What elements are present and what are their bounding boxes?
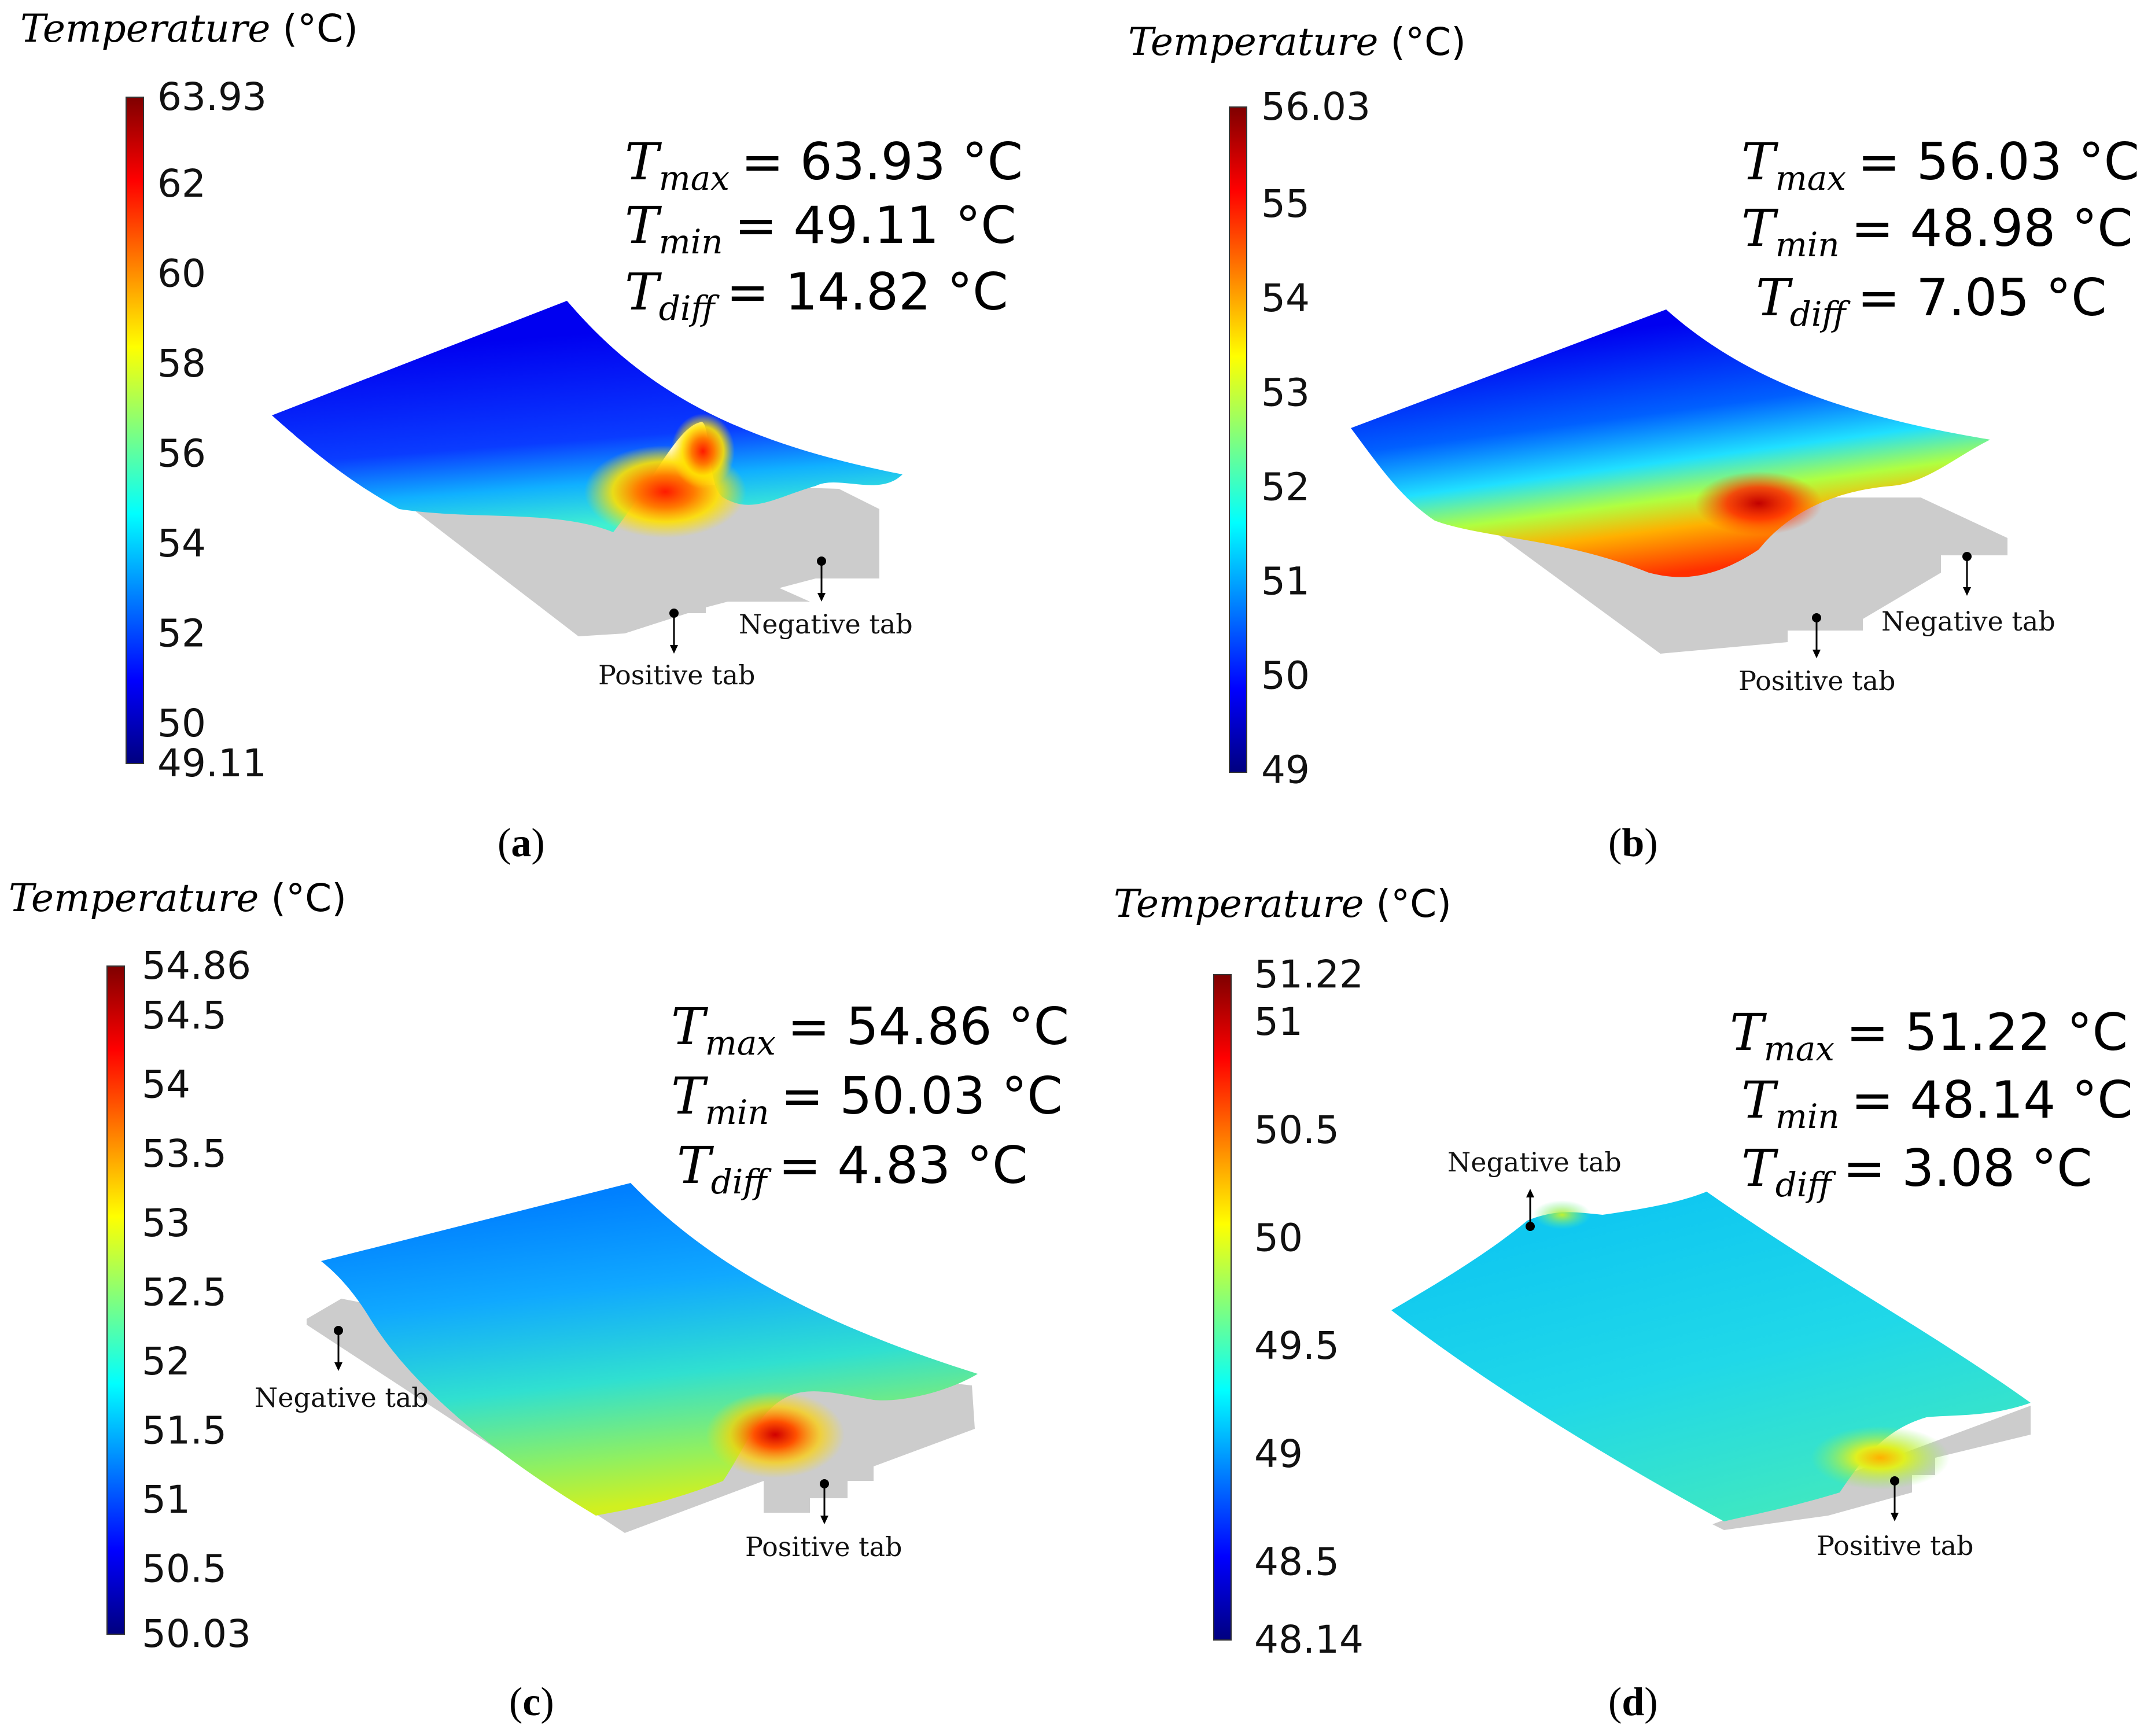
colorbar-c-scale (106, 965, 125, 1635)
negative-tab-marker-a (817, 556, 826, 602)
colorbar-b: Temperature (°C) 49 50 51 52 53 54 55 56.03 (1128, 20, 1466, 793)
colorbar-d-tick: 51 (1254, 1000, 1303, 1044)
surface-b-hotspot (1695, 471, 1822, 535)
colorbar-b-tick: 50 (1261, 654, 1310, 698)
stats-b: Tmax = 56.03 °C Tmin = 48.98 °C Tdiff = 7.0… (1741, 132, 2139, 334)
tdiff-b: Tdiff = 7.05 °C (1756, 268, 2107, 334)
caption-d: (d) (1608, 1680, 1658, 1724)
colorbar-c-tick: 52 (142, 1339, 190, 1384)
colorbar-d-tick: 49.5 (1254, 1324, 1339, 1368)
tmax-b: Tmax = 56.03 °C (1741, 132, 2139, 198)
colorbar-b-scale (1229, 106, 1247, 773)
tmax-c: Tmax = 54.86 °C (671, 997, 1069, 1063)
colorbar-c-tick: 50.5 (142, 1547, 227, 1591)
colorbar-a-scale (126, 97, 144, 764)
colorbar-a-title: Temperature (°C) (20, 6, 358, 51)
tmin-c: Tmin = 50.03 °C (671, 1066, 1063, 1132)
negative-tab-marker-b (1962, 552, 1972, 596)
surface-a (272, 301, 902, 532)
surface-a-peak (671, 414, 735, 489)
tmax-d: Tmax = 51.22 °C (1730, 1002, 2128, 1068)
colorbar-b-tick: 52 (1261, 465, 1310, 509)
tdiff-c: Tdiff = 4.83 °C (677, 1136, 1028, 1201)
panel-b: Temperature (°C) 49 50 51 52 53 54 55 56.03 Neg… (1128, 20, 2139, 865)
colorbar-c-tick: 54.5 (142, 993, 227, 1038)
caption-b: (b) (1608, 821, 1658, 865)
colorbar-c-tick: 54.86 (142, 943, 251, 988)
caption-c: (c) (509, 1680, 554, 1724)
colorbar-d-tick: 51.22 (1254, 952, 1364, 997)
negative-tab-label-c: Negative tab (255, 1382, 429, 1413)
surface-c (321, 1183, 978, 1516)
positive-tab-label-b: Positive tab (1738, 665, 1896, 696)
colorbar-a-tick: 52 (157, 611, 206, 655)
stats-a: Tmax = 63.93 °C Tmin = 49.11 °C Tdiff = 14.… (625, 132, 1023, 328)
negative-tab-label-a: Negative tab (739, 609, 913, 640)
positive-tab-marker-d (1890, 1476, 1899, 1521)
colorbar-a-tick: 54 (157, 521, 206, 566)
positive-tab-label-d: Positive tab (1817, 1530, 1974, 1561)
colorbar-b-tick: 55 (1261, 182, 1310, 226)
colorbar-c-title: Temperature (°C) (9, 876, 347, 920)
tmin-b: Tmin = 48.98 °C (1741, 198, 2133, 264)
colorbar-d-tick: 49 (1254, 1432, 1303, 1476)
colorbar-b-tick: 53 (1261, 370, 1310, 415)
colorbar-a-tick: 63.93 (157, 75, 267, 119)
colorbar-c-tick: 51.5 (142, 1409, 227, 1453)
stats-d: Tmax = 51.22 °C Tmin = 48.14 °C Tdiff = 3.0… (1730, 1002, 2133, 1204)
colorbar-c-tick: 50.03 (142, 1612, 251, 1656)
tmin-a: Tmin = 49.11 °C (625, 196, 1016, 261)
negative-tab-marker-d (1526, 1189, 1535, 1231)
panel-d: Temperature (°C) 48.14 48.5 49 49.5 50 50.5 51… (1114, 882, 2133, 1724)
negative-tab-label-d: Negative tab (1447, 1147, 1622, 1178)
colorbar-a-tick: 50 (157, 701, 206, 746)
colorbar-c-tick: 53 (142, 1201, 190, 1245)
tdiff-a: Tdiff = 14.82 °C (625, 262, 1008, 328)
positive-tab-label-c: Positive tab (745, 1531, 902, 1562)
colorbar-b-title: Temperature (°C) (1128, 20, 1466, 64)
colorbar-a-tick: 60 (157, 252, 206, 296)
colorbar-c-tick: 54 (142, 1063, 190, 1107)
colorbar-a-tick: 49.11 (157, 741, 267, 786)
positive-tab-marker-a (669, 609, 679, 654)
colorbar-a-tick: 58 (157, 341, 206, 386)
negative-tab-label-b: Negative tab (1881, 606, 2055, 637)
caption-a: (a) (498, 821, 545, 865)
positive-tab-marker-b (1812, 613, 1821, 658)
colorbar-b-tick: 56.03 (1261, 84, 1371, 129)
colorbar-b-tick: 51 (1261, 559, 1310, 604)
colorbar-d-tick: 48.14 (1254, 1617, 1364, 1662)
positive-tab-label-a: Positive tab (598, 659, 756, 691)
tdiff-d: Tdiff = 3.08 °C (1741, 1138, 2093, 1204)
stats-c: Tmax = 54.86 °C Tmin = 50.03 °C Tdiff = 4.8… (671, 997, 1069, 1201)
colorbar-d-tick: 48.5 (1254, 1540, 1339, 1584)
colorbar-d-title: Temperature (°C) (1114, 882, 1452, 926)
colorbar-a-tick: 62 (157, 161, 206, 206)
colorbar-a-tick: 56 (157, 431, 206, 476)
colorbar-c-tick: 51 (142, 1477, 190, 1522)
colorbar-b-tick: 49 (1261, 748, 1310, 793)
negative-tab-marker-c (334, 1326, 343, 1371)
colorbar-b-tick: 54 (1261, 276, 1310, 320)
colorbar-c: Temperature (°C) 50.03 50.5 51 51.5 52 52.5 53… (9, 876, 347, 1656)
surface-d-hotspot (1811, 1426, 1950, 1490)
colorbar-d-tick: 50.5 (1254, 1108, 1339, 1152)
tmin-d: Tmin = 48.14 °C (1741, 1070, 2133, 1136)
surface-b (1351, 309, 1990, 577)
colorbar-d-tick: 50 (1254, 1216, 1303, 1260)
colorbar-d-scale (1213, 974, 1232, 1641)
positive-tab-marker-c (820, 1479, 829, 1524)
surface-c-hotspot (706, 1391, 845, 1478)
colorbar-c-tick: 53.5 (142, 1131, 227, 1176)
panel-c: Temperature (°C) 50.03 50.5 51 51.5 52 52.5 53… (9, 876, 1069, 1724)
surface-d-warm-tab (1533, 1200, 1591, 1229)
tmax-a: Tmax = 63.93 °C (625, 132, 1023, 198)
colorbar-d: Temperature (°C) 48.14 48.5 49 49.5 50 50.5 51… (1114, 882, 1452, 1662)
colorbar-c-tick: 52.5 (142, 1270, 227, 1314)
